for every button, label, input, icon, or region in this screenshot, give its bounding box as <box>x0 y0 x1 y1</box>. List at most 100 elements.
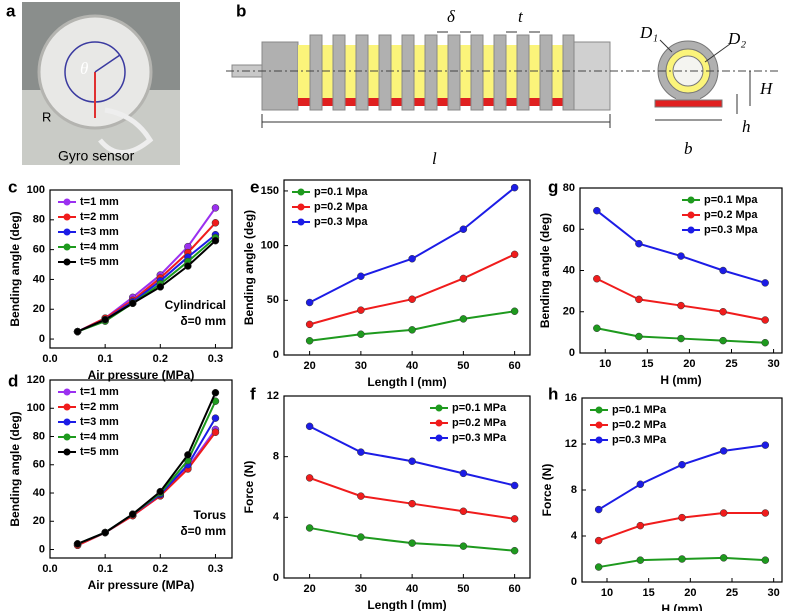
data-point <box>459 542 468 550</box>
y-tick-label: 16 <box>565 392 577 404</box>
y-tick-label: 20 <box>33 303 45 315</box>
x-tick-label: 0.1 <box>98 563 113 575</box>
data-point <box>357 492 365 500</box>
y-tick-label: 120 <box>27 374 45 386</box>
legend-label: t=5 mm <box>80 256 119 268</box>
legend-marker <box>63 403 71 411</box>
legend-marker <box>63 448 71 456</box>
data-point <box>211 236 220 245</box>
annotation: Torus <box>194 508 227 522</box>
y-tick-label: 150 <box>261 185 279 197</box>
legend-marker <box>687 226 695 234</box>
data-point <box>594 563 603 571</box>
data-point <box>678 555 686 563</box>
legend-label: t=2 mm <box>80 211 119 223</box>
series-line <box>77 236 217 333</box>
plot-frame <box>283 179 531 356</box>
data-point <box>510 250 519 259</box>
plot-frame <box>49 189 233 349</box>
data-point <box>459 469 468 478</box>
y-tick-label: 12 <box>565 438 577 450</box>
data-point <box>357 533 365 541</box>
diagram-label: b <box>684 139 693 158</box>
data-point <box>594 505 603 514</box>
y-tick-label: 20 <box>33 515 45 527</box>
x-tick-label: 40 <box>406 583 418 595</box>
legend-marker <box>63 418 71 426</box>
data-point <box>761 509 770 517</box>
y-tick-label: 80 <box>33 430 45 442</box>
x-axis-label: H (mm) <box>661 602 702 611</box>
legend-marker <box>687 211 695 219</box>
y-axis-label: Bending angle (deg) <box>242 210 256 325</box>
y-tick-label: 40 <box>563 264 575 276</box>
x-axis-label: Air pressure (MPa) <box>88 578 195 592</box>
annotation: Cylindrical <box>165 298 226 312</box>
y-axis-label: Force (N) <box>242 461 256 514</box>
legend-marker <box>63 243 71 251</box>
y-axis-label: Bending angle (deg) <box>8 411 22 526</box>
x-tick-label: 0.3 <box>208 563 223 575</box>
x-tick-label: 30 <box>767 358 779 370</box>
data-point <box>156 283 165 291</box>
photo-label: θ <box>80 59 88 78</box>
panel-letter: h <box>548 384 558 403</box>
panel-letter: c <box>8 177 17 196</box>
legend-marker <box>595 406 603 414</box>
x-tick-label: 0.0 <box>42 353 57 365</box>
y-tick-label: 100 <box>27 184 45 196</box>
diagram-label: H <box>759 79 774 98</box>
data-point <box>636 480 645 488</box>
legend-label: t=4 mm <box>80 431 119 443</box>
data-point <box>510 515 519 523</box>
y-tick-label: 60 <box>563 223 575 235</box>
legend-label: t=3 mm <box>80 416 119 428</box>
data-point <box>510 546 519 555</box>
y-tick-label: 50 <box>267 294 279 306</box>
data-point <box>73 540 82 548</box>
diagram-label: D₁ <box>639 23 658 42</box>
legend-marker <box>297 188 305 196</box>
x-tick-label: 10 <box>601 587 613 599</box>
x-tick-label: 30 <box>355 360 367 372</box>
data-point <box>635 332 643 341</box>
legend-label: t=5 mm <box>80 446 119 458</box>
legend-marker <box>63 433 71 441</box>
data-point <box>357 272 365 280</box>
data-point <box>184 451 192 459</box>
data-point <box>719 266 727 275</box>
x-tick-label: 0.1 <box>98 353 113 365</box>
y-tick-label: 8 <box>273 451 279 463</box>
data-point <box>719 554 728 562</box>
x-axis-label: Length l (mm) <box>367 375 446 389</box>
legend-label: p=0.2 Mpa <box>314 201 368 213</box>
x-tick-label: 15 <box>643 587 655 599</box>
y-tick-label: 0 <box>571 576 577 588</box>
x-tick-label: 30 <box>768 587 780 599</box>
legend-marker <box>297 203 305 211</box>
photo-label: Gyro sensor <box>58 148 135 164</box>
data-point <box>593 275 601 283</box>
data-point <box>357 306 365 314</box>
y-tick-label: 4 <box>571 530 578 542</box>
series-line <box>309 526 515 552</box>
data-point <box>719 447 728 455</box>
x-tick-label: 0.2 <box>153 563 168 575</box>
legend-label: p=0.3 MPa <box>612 434 667 446</box>
panel-letter: e <box>250 177 259 196</box>
photo-label: R <box>42 109 51 124</box>
plot-frame <box>49 379 233 559</box>
data-point <box>408 499 416 508</box>
x-tick-label: 20 <box>684 587 696 599</box>
x-tick-label: 50 <box>457 583 469 595</box>
data-point <box>408 295 416 303</box>
data-point <box>594 536 603 545</box>
legend-label: p=0.3 Mpa <box>314 216 368 228</box>
data-point <box>305 337 314 345</box>
y-tick-label: 0 <box>273 349 279 361</box>
y-tick-label: 80 <box>33 214 45 226</box>
x-tick-label: 25 <box>725 358 737 370</box>
data-point <box>761 441 770 449</box>
y-tick-label: 0 <box>39 333 45 345</box>
data-point <box>211 428 220 437</box>
